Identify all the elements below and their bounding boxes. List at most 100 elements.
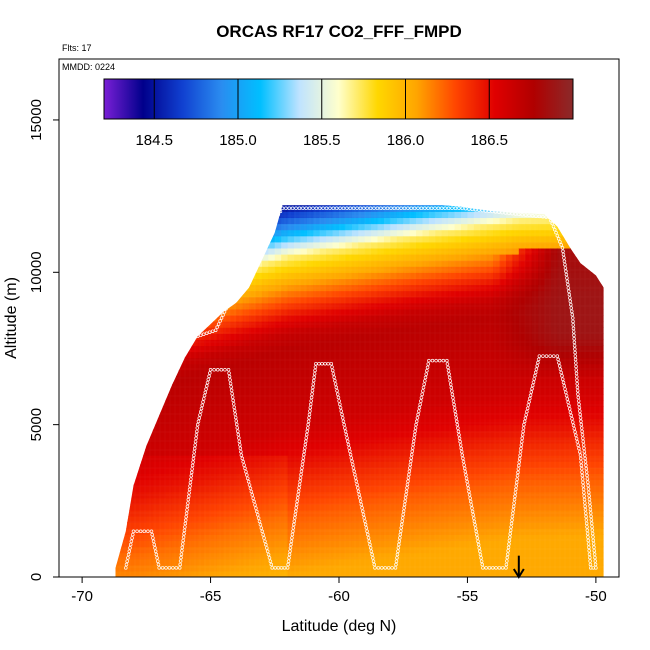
field-cell xyxy=(609,309,616,316)
field-cell xyxy=(127,205,135,212)
field-cell xyxy=(115,284,122,292)
field-cell xyxy=(313,205,321,206)
field-cell xyxy=(223,260,231,267)
field-cell xyxy=(115,418,122,426)
field-cell xyxy=(115,528,122,535)
field-cell xyxy=(204,217,212,225)
track-point xyxy=(186,497,191,502)
field-cell xyxy=(609,382,616,389)
field-cell xyxy=(197,278,205,286)
field-cell xyxy=(159,394,167,401)
field-cell xyxy=(255,205,263,206)
field-cell xyxy=(493,205,501,206)
track-point xyxy=(208,368,213,372)
track-point xyxy=(184,514,188,519)
field-cell xyxy=(133,290,141,298)
field-cell xyxy=(159,235,167,243)
field-cell xyxy=(146,247,154,255)
field-cell xyxy=(294,205,302,206)
field-cell xyxy=(133,266,141,273)
field-cell xyxy=(108,461,115,468)
field-cell xyxy=(133,205,141,206)
field-cell xyxy=(115,260,122,267)
field-cell xyxy=(602,229,604,237)
field-cell xyxy=(127,406,135,414)
field-cell xyxy=(152,260,160,267)
field-cell xyxy=(229,247,237,255)
field-cell xyxy=(602,278,604,286)
field-cell xyxy=(152,357,160,365)
field-cell xyxy=(249,241,257,249)
field-cell xyxy=(319,205,327,206)
field-cell xyxy=(108,522,115,529)
track-point xyxy=(180,545,185,550)
field-cell xyxy=(146,260,154,267)
field-cell xyxy=(538,205,546,212)
field-cell xyxy=(152,400,160,407)
track-point xyxy=(190,467,194,471)
field-cell xyxy=(589,241,597,249)
field-cell xyxy=(127,375,135,383)
field-cell xyxy=(133,412,141,420)
field-cell xyxy=(159,363,167,371)
field-cell xyxy=(216,247,224,255)
field-cell xyxy=(159,308,167,316)
field-cell xyxy=(216,241,224,249)
field-cell xyxy=(139,418,147,426)
field-cell xyxy=(165,321,173,328)
field-cell xyxy=(133,375,141,383)
field-cell xyxy=(165,272,173,279)
field-cell xyxy=(602,254,604,261)
field-cell xyxy=(133,247,141,255)
field-cell xyxy=(583,211,591,219)
field-cell xyxy=(165,260,173,267)
field-cell xyxy=(550,205,558,212)
field-cell xyxy=(184,339,192,347)
field-cell xyxy=(255,205,263,212)
field-cell xyxy=(210,272,218,279)
field-cell xyxy=(108,534,115,541)
field-cell xyxy=(609,205,616,212)
track-point xyxy=(197,416,201,420)
field-cell xyxy=(223,266,231,273)
field-cell xyxy=(609,498,616,505)
field-cell xyxy=(287,205,295,206)
field-cell xyxy=(120,369,128,377)
field-cell xyxy=(108,309,115,316)
field-cell xyxy=(120,321,128,328)
field-cell xyxy=(152,205,160,206)
track-point xyxy=(180,549,184,553)
field-cell xyxy=(486,205,494,206)
field-cell xyxy=(133,229,141,237)
field-cell xyxy=(595,235,603,243)
field-cell xyxy=(108,565,115,572)
field-cell xyxy=(223,254,231,261)
field-cell xyxy=(563,211,571,219)
field-cell xyxy=(595,241,603,249)
field-cell xyxy=(152,217,160,225)
field-cell xyxy=(197,254,205,261)
field-cell xyxy=(609,224,616,231)
field-cell xyxy=(550,211,558,219)
field-cell xyxy=(152,394,160,401)
field-cell xyxy=(454,205,462,206)
track-point xyxy=(206,377,211,382)
field-cell xyxy=(115,229,122,237)
field-cell xyxy=(249,205,257,206)
field-cell xyxy=(589,205,597,212)
field-cell xyxy=(127,400,135,407)
field-cell xyxy=(236,247,244,255)
field-cell xyxy=(197,235,205,243)
field-cell xyxy=(261,217,269,225)
field-cell xyxy=(184,296,192,304)
field-cell xyxy=(191,266,199,273)
track-point xyxy=(188,484,192,488)
field-cell xyxy=(609,449,616,456)
field-cell xyxy=(595,223,603,231)
field-cell xyxy=(152,345,160,353)
field-cell xyxy=(197,321,205,328)
field-cell xyxy=(120,430,128,438)
field-cell xyxy=(441,205,449,206)
field-cell xyxy=(383,205,391,206)
field-cell xyxy=(236,235,244,243)
